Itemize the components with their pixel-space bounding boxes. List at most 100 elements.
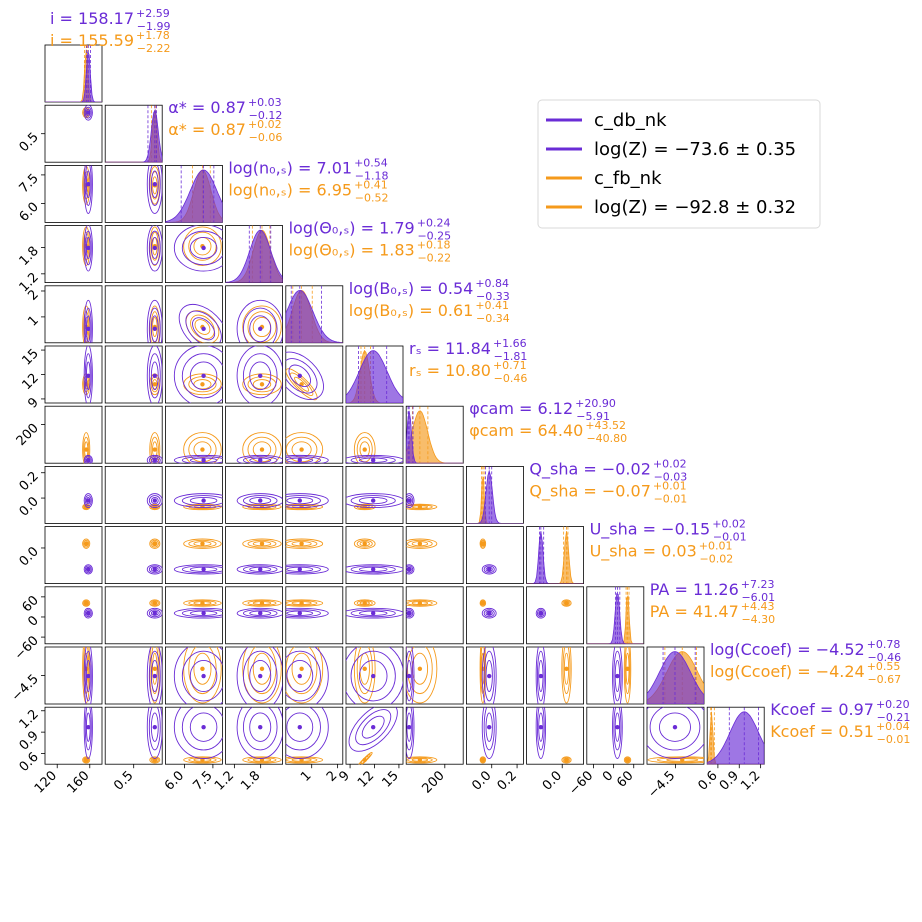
- contour-db-2: [358, 610, 388, 616]
- x-tick-label-U_sha-0: 0.0: [540, 768, 565, 793]
- contour-fb-0: [561, 599, 572, 607]
- density-peak-fb: [83, 757, 89, 763]
- contour-fb-1: [247, 436, 277, 463]
- density-peak-db: [297, 458, 302, 463]
- contour-fb-0: [285, 599, 324, 607]
- contour-db-0: [146, 299, 163, 343]
- contour-db-1: [350, 456, 396, 464]
- panel-frame: [225, 526, 284, 584]
- density-peak-db: [297, 373, 302, 379]
- density-peak-db: [152, 673, 157, 679]
- panel-r_s-i: 9 12 15: [20, 345, 103, 412]
- panel-r_s-log_B0s: [285, 345, 344, 404]
- panel-r_s-r_s: [345, 345, 404, 404]
- contour-db-0: [481, 564, 497, 575]
- contour-db-1: [148, 456, 161, 464]
- contour-db-1: [285, 609, 321, 618]
- x-tick-label-K_coef-1: 0.9: [717, 768, 742, 793]
- contour-fb-1: [285, 436, 318, 463]
- y-tick-label-PA-0: −60: [12, 633, 42, 663]
- contour-db-1: [148, 230, 161, 266]
- density-peak-db: [297, 498, 302, 503]
- contour-fb-2: [252, 441, 272, 458]
- density-peak-fb: [564, 600, 569, 606]
- contour-db-1: [285, 456, 321, 464]
- contour-db-1: [483, 650, 495, 702]
- contour-fb-0: [285, 368, 318, 401]
- contour-db-0: [535, 607, 547, 619]
- density-peak-db: [258, 458, 263, 463]
- contour-fb-0: [183, 756, 222, 764]
- panel-frame: [44, 646, 103, 705]
- panel-frame: [526, 586, 584, 645]
- contour-fb-1: [190, 314, 215, 340]
- panel-PA-log_n0s: [164, 586, 223, 645]
- contour-db-0: [481, 647, 497, 704]
- contour-fb-0: [285, 432, 324, 464]
- panel-frame: [44, 164, 103, 223]
- panel-PA-phi_cam: [405, 586, 464, 645]
- contour-fb-0: [183, 226, 222, 266]
- contour-db-1: [148, 565, 161, 574]
- annotation-log_B0s-fb: log(B₀,ₛ) = 0.61 +0.41 −0.34: [349, 299, 510, 325]
- contour-fb-0: [561, 647, 572, 704]
- contour-fb-0: [183, 599, 222, 607]
- annotation-K_coef-db: Kcoef = 0.97 +0.20 −0.21: [770, 698, 910, 724]
- contour-db-1: [181, 650, 223, 702]
- x-tick-label-log_Ccoef-0: −4.5: [645, 768, 678, 801]
- contour-db-2: [361, 715, 385, 739]
- contour-db-2: [358, 496, 388, 505]
- x-tick-label-log_theta0s-0: 1.2: [212, 768, 237, 793]
- density-peak-db: [201, 724, 206, 730]
- density-peak-fb: [152, 600, 157, 606]
- contour-db-0: [173, 707, 223, 759]
- y-tick-label-phi_cam-0: 200: [14, 421, 42, 449]
- contour-fb-1: [150, 600, 159, 606]
- contour-db-1: [84, 307, 92, 343]
- density-peak-fb: [200, 447, 205, 452]
- contour-fb-1: [83, 757, 90, 763]
- panel-frame: [104, 465, 163, 524]
- panel-log_Ccoef-r_s: [345, 646, 404, 705]
- contour-db-2: [189, 610, 218, 616]
- panel-frame: [104, 285, 163, 344]
- density-peak-fb: [299, 600, 304, 606]
- contour-db-2: [286, 457, 314, 463]
- contour-fb-1: [247, 757, 277, 763]
- contour-db-1: [181, 353, 223, 399]
- y-tick-label-PA-1: 0: [25, 613, 41, 629]
- contour-db-1: [242, 307, 278, 343]
- density-peak-fb: [417, 504, 423, 510]
- x-tick-label-r_s-0: 9: [336, 768, 352, 784]
- annotation-log_n0s-fb: log(n₀,ₛ) = 6.95 +0.41 −0.52: [228, 178, 388, 204]
- contour-db-0: [146, 165, 163, 214]
- contour-fb-0: [406, 756, 438, 764]
- contour-db-2: [189, 361, 218, 391]
- contour-db-2: [249, 457, 272, 463]
- panel-frame: [104, 164, 163, 223]
- density-peak-db: [538, 673, 544, 679]
- density-peak-db: [86, 724, 91, 730]
- contour-fb-2: [294, 376, 310, 392]
- contour-db-2: [485, 712, 493, 742]
- contour-fb-1: [285, 757, 318, 763]
- panel-log_Ccoef-log_B0s: [285, 646, 344, 705]
- contour-fb-0: [242, 305, 282, 343]
- contour-db-1: [181, 707, 223, 751]
- panel-frame: [526, 526, 584, 584]
- density-peak-db: [406, 724, 412, 730]
- contour-fb-2: [291, 441, 312, 458]
- panel-phi_cam-phi_cam: [405, 405, 464, 464]
- contour-db-0: [146, 454, 163, 464]
- legend-label-2: c_fb_nk: [594, 168, 662, 189]
- contour-db-1: [84, 707, 92, 751]
- contour-db-1: [406, 650, 414, 702]
- density-peak-fb: [259, 666, 265, 671]
- contour-db-0: [83, 299, 93, 343]
- panel-frame: [345, 526, 404, 584]
- x-tick-label-log_n0s-0: 6.0: [162, 768, 187, 793]
- contour-db-1: [285, 565, 321, 574]
- contour-db-0: [173, 225, 223, 272]
- panel-log_B0s-log_theta0s: [225, 285, 284, 344]
- panel-log_n0s-i: 6.07.5: [17, 164, 103, 225]
